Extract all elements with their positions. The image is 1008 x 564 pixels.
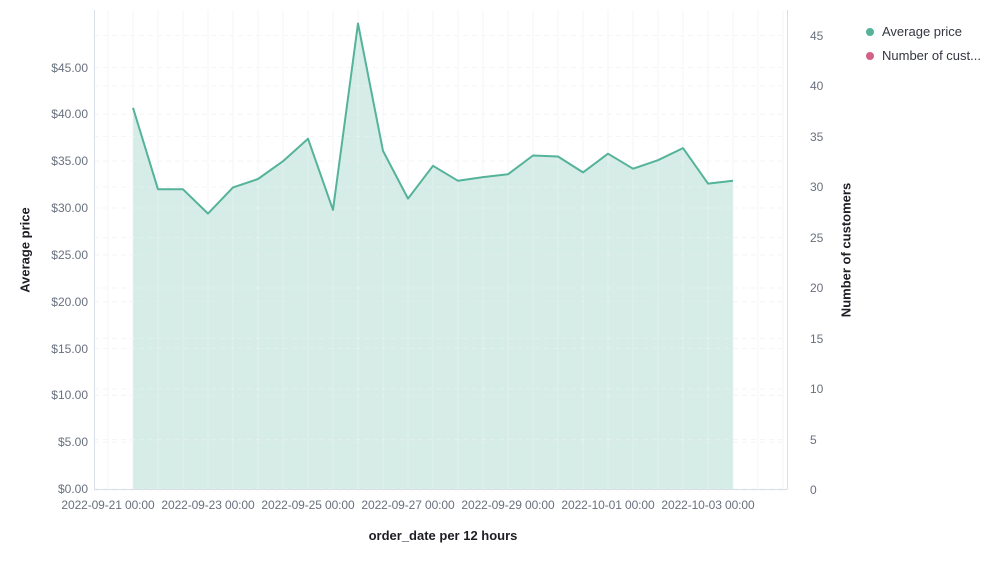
y-axis-left-tick-label: $45.00 xyxy=(51,60,88,75)
legend: Average price Number of cust... xyxy=(858,20,981,68)
y-axis-right-tick-label: 25 xyxy=(810,230,824,245)
legend-marker-icon xyxy=(866,28,874,36)
legend-item-label: Number of cust... xyxy=(882,48,981,63)
x-axis-title: order_date per 12 hours xyxy=(368,528,518,543)
y-axis-left-tick-label: $10.00 xyxy=(51,388,88,403)
average-price-line xyxy=(132,22,734,215)
x-axis-tick-label: 2022-10-03 00:00 xyxy=(661,498,755,512)
y-axis-right-tick-label: 5 xyxy=(810,432,817,447)
legend-item-average-price[interactable]: Average price xyxy=(858,20,981,44)
y-axis-left-tick-label: $15.00 xyxy=(51,341,88,356)
y-axis-right-title: Number of customers xyxy=(838,182,854,318)
y-axis-left-tick-label: $25.00 xyxy=(51,247,88,262)
legend-item-number-of-customers[interactable]: Number of cust... xyxy=(858,44,981,68)
x-axis-tick-label: 2022-10-01 00:00 xyxy=(561,498,655,512)
y-axis-right-tick-label: 15 xyxy=(810,331,824,346)
y-axis-right-tick-label: 40 xyxy=(810,79,824,93)
y-axis-left-tick-label: $30.00 xyxy=(51,201,88,215)
y-axis-left-tick-label: $40.00 xyxy=(51,107,88,122)
x-axis-tick-label: 2022-09-25 00:00 xyxy=(261,498,355,512)
y-axis-right-tick-label: 30 xyxy=(810,180,824,194)
legend-marker-icon xyxy=(866,52,874,60)
y-axis-right-tick-label: 20 xyxy=(810,281,824,295)
x-axis-tick-label: 2022-09-27 00:00 xyxy=(361,498,455,512)
y-axis-right-tick-label: 35 xyxy=(810,129,824,144)
legend-item-label: Average price xyxy=(882,24,962,39)
x-axis-tick-label: 2022-09-21 00:00 xyxy=(61,498,155,512)
y-axis-left-tick-label: $20.00 xyxy=(51,294,88,309)
y-axis-right-tick-label: 0 xyxy=(810,483,817,497)
y-axis-right-tick-label: 10 xyxy=(810,382,824,396)
y-axis-right-tick-label: 45 xyxy=(810,28,824,43)
x-axis-tick-label: 2022-09-23 00:00 xyxy=(161,498,255,512)
x-axis-tick-label: 2022-09-29 00:00 xyxy=(461,498,555,512)
y-axis-left-tick-label: $5.00 xyxy=(57,435,88,450)
y-axis-left-title: Average price xyxy=(17,207,33,293)
y-axis-left-tick-label: $0.00 xyxy=(57,482,88,496)
y-axis-left-tick-label: $35.00 xyxy=(51,154,88,169)
